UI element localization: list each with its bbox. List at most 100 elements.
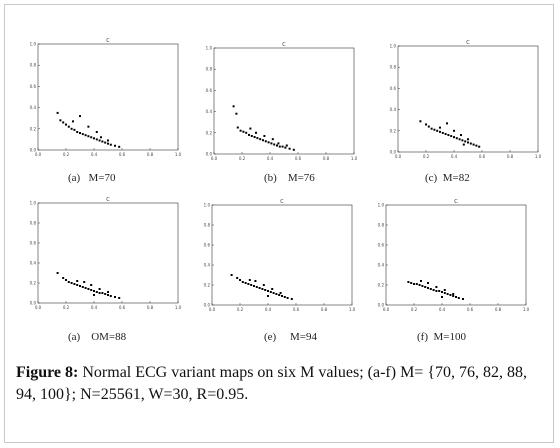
figure-frame: [4, 4, 554, 443]
data-point: [452, 293, 455, 295]
data-point: [81, 133, 84, 136]
data-point: [281, 145, 284, 148]
y-tick-label: 0.4: [30, 261, 37, 266]
data-point: [67, 125, 70, 128]
y-tick-label: 0.0: [206, 152, 213, 157]
data-point: [441, 131, 444, 134]
data-point: [93, 290, 95, 292]
data-point: [457, 297, 460, 299]
data-point: [264, 140, 267, 143]
data-point: [104, 293, 107, 295]
data-point: [427, 287, 429, 289]
plot-frame: [211, 204, 353, 306]
data-point: [81, 286, 84, 288]
x-tick-label: 0.0: [209, 307, 216, 312]
data-point: [236, 126, 239, 129]
data-point: [65, 279, 67, 281]
data-point: [435, 290, 438, 292]
data-point: [114, 296, 116, 298]
figure-caption: Figure 8: Normal ECG variant maps on six…: [16, 362, 546, 406]
y-tick-label: 0.4: [206, 109, 213, 114]
x-tick-label: 0.6: [467, 307, 474, 312]
data-point: [450, 135, 453, 138]
data-point: [467, 138, 469, 141]
y-tick-label: 0.0: [390, 150, 397, 155]
data-point: [439, 126, 441, 129]
data-point: [254, 280, 257, 282]
scatter-panel-5: C 0.0 0.2 0.4 0.6 0.8 1.0 0.0 0.2 0.4 0.6 0.8 1.0: [204, 199, 356, 312]
x-tick-label: 0.4: [265, 307, 272, 312]
data-point: [443, 289, 446, 291]
data-point: [247, 283, 250, 285]
y-tick-label: 0.0: [30, 301, 37, 306]
data-point: [290, 298, 293, 300]
data-point: [285, 144, 288, 147]
panel-label: (b) M=76: [264, 172, 315, 184]
x-tick-label: 0.8: [147, 305, 154, 310]
data-point: [444, 132, 447, 135]
data-point: [284, 146, 287, 149]
y-tick-label: 1.0: [378, 203, 385, 208]
data-point: [269, 291, 272, 293]
x-tick-label: 0.0: [383, 307, 390, 312]
x-tick-label: 0.0: [35, 305, 42, 310]
data-point: [418, 284, 421, 286]
data-point: [101, 292, 104, 294]
y-tick-label: 0.0: [30, 148, 37, 153]
data-point: [441, 296, 443, 298]
data-point: [275, 293, 278, 295]
data-point: [76, 130, 79, 133]
data-point: [430, 127, 433, 130]
x-tick-label: 1.0: [351, 156, 358, 161]
data-point: [435, 286, 438, 288]
data-point: [73, 128, 76, 131]
plot-title: C: [106, 197, 110, 203]
data-point: [258, 287, 261, 289]
data-point: [250, 134, 253, 137]
data-point: [288, 147, 291, 150]
data-point: [114, 144, 116, 147]
data-point: [98, 139, 101, 142]
data-point: [407, 281, 410, 283]
data-point: [277, 142, 280, 145]
plot-title: C: [454, 199, 458, 205]
x-tick-label: 0.2: [237, 307, 244, 312]
y-tick-label: 0.4: [30, 105, 37, 110]
scatter-panel-6: C 0.0 0.2 0.4 0.6 0.8 1.0 0.0 0.2 0.4 0.6 0.8 1.0: [378, 199, 530, 312]
y-tick-label: 0.6: [204, 243, 211, 248]
data-point: [253, 136, 256, 139]
data-point: [84, 287, 87, 289]
data-point: [248, 133, 250, 136]
data-point: [425, 123, 427, 126]
data-point: [253, 285, 255, 287]
x-tick-label: 0.6: [119, 152, 126, 157]
y-tick-label: 1.0: [30, 201, 37, 206]
x-tick-label: 1.0: [349, 307, 356, 312]
data-point: [109, 143, 112, 146]
y-tick-label: 0.4: [204, 263, 211, 268]
data-point: [79, 132, 81, 135]
data-point: [432, 289, 435, 291]
data-point: [259, 138, 262, 141]
x-tick-label: 0.0: [211, 156, 218, 161]
data-point: [292, 148, 295, 151]
x-tick-label: 0.4: [439, 307, 446, 312]
data-point: [100, 136, 102, 139]
data-point: [70, 127, 73, 130]
data-point: [469, 142, 472, 145]
data-point: [262, 139, 264, 142]
y-tick-label: 0.6: [378, 243, 385, 248]
y-tick-label: 0.8: [204, 223, 211, 228]
scatter-panel-1: C 0.0 0.2 0.4 0.6 0.8 1.0 0.0 0.2 0.4 0.6 0.8 1.0: [30, 38, 182, 157]
data-point: [107, 291, 109, 293]
data-point: [439, 130, 441, 133]
data-point: [276, 144, 278, 147]
data-point: [462, 143, 465, 146]
y-tick-label: 0.6: [206, 88, 213, 93]
x-tick-label: 0.2: [239, 156, 246, 161]
data-point: [235, 112, 238, 115]
data-point: [98, 292, 101, 294]
y-tick-label: 0.6: [390, 86, 397, 91]
y-tick-label: 0.4: [390, 107, 397, 112]
data-point: [413, 283, 415, 285]
